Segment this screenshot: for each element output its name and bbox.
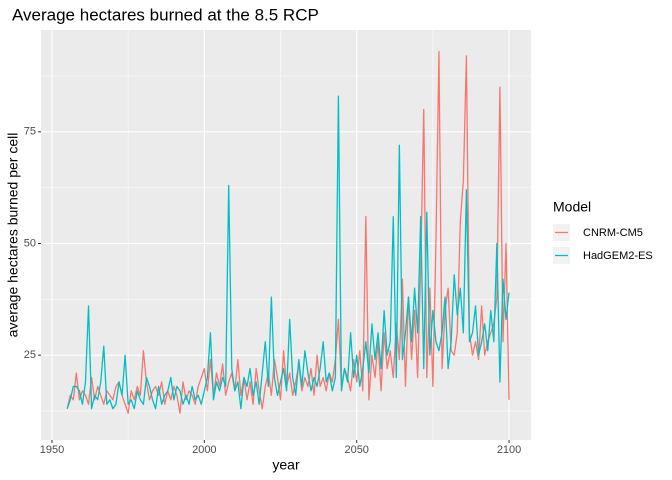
legend-label: HadGEM2-ES <box>583 250 653 262</box>
x-tick-label: 2050 <box>344 444 368 456</box>
y-tick-label: 75 <box>24 126 36 138</box>
x-tick-label: 1950 <box>40 444 64 456</box>
y-axis-label: average hectares burned per cell <box>5 133 21 338</box>
y-tick-label: 25 <box>24 349 36 361</box>
legend-title: Model <box>553 199 591 215</box>
series-line <box>66 95 510 410</box>
x-tick-label: 2000 <box>192 444 216 456</box>
x-tick-label: 2100 <box>497 444 521 456</box>
y-tick-label: 50 <box>24 237 36 249</box>
series-line <box>66 50 510 414</box>
chart-title: Average hectares burned at the 8.5 RCP <box>12 5 319 24</box>
legend-label: CNRM-CM5 <box>583 227 643 239</box>
x-axis-label: year <box>272 457 300 473</box>
